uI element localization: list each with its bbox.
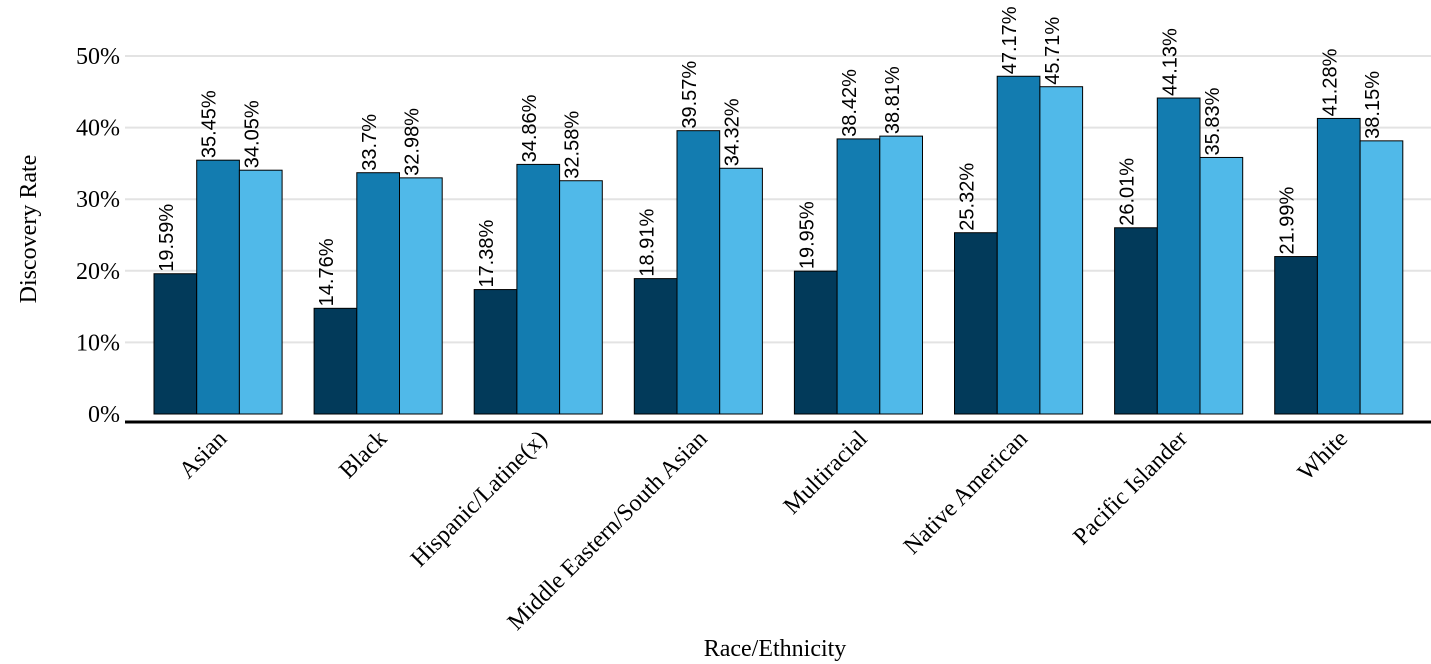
y-tick-label: 50%	[76, 44, 120, 70]
data-label: 39.57%	[679, 61, 701, 129]
category-labels: Asian Black Hispanic/Latine(x)Middle Easte…	[174, 426, 1353, 636]
category-label: Asian	[174, 426, 232, 484]
data-labels: 19.59% 35.45% 34.05% 14.76% 33.7% 32.98% 17.38…	[156, 6, 1384, 306]
bar	[633, 278, 678, 415]
data-label: 21.99%	[1277, 187, 1299, 255]
bar	[793, 270, 838, 415]
data-label: 38.81%	[882, 66, 904, 134]
category-label: White	[1293, 426, 1353, 486]
bar	[1316, 117, 1361, 415]
data-label: 34.86%	[519, 94, 541, 162]
data-label: 38.15%	[1362, 71, 1384, 139]
bar	[719, 167, 763, 415]
bars	[153, 75, 1404, 415]
y-axis-ticks: 0% 10% 20% 30% 40% 50%	[76, 44, 120, 428]
data-label: 32.58%	[562, 111, 584, 179]
data-label: 17.38%	[476, 220, 498, 288]
data-label: 18.91%	[636, 209, 658, 277]
category-label: Hispanic/Latine(x)	[406, 426, 553, 573]
data-label: 35.83%	[1202, 87, 1224, 155]
data-label: 26.01%	[1117, 158, 1139, 226]
category-label: Multiracial	[779, 426, 873, 520]
category-label: Native American	[899, 426, 1033, 560]
category-label: Black	[334, 426, 392, 484]
bar	[1274, 256, 1318, 415]
data-label: 19.59%	[156, 204, 178, 272]
data-label: 45.71%	[1042, 17, 1064, 85]
bar	[238, 169, 283, 415]
bar	[473, 289, 518, 415]
x-axis-title: Race/Ethnicity	[704, 636, 847, 662]
bar	[1199, 156, 1244, 415]
data-label: 44.13%	[1159, 28, 1181, 96]
bar	[399, 177, 443, 415]
data-label: 19.95%	[796, 201, 818, 269]
bar	[676, 130, 721, 415]
category-label: Pacific Islander	[1068, 426, 1192, 550]
y-tick-label: 30%	[76, 187, 120, 213]
data-label: 34.05%	[241, 100, 263, 168]
bar	[153, 273, 198, 415]
data-label: 41.28%	[1319, 48, 1341, 116]
bar	[1359, 140, 1404, 415]
bar	[954, 232, 998, 415]
bar	[1114, 227, 1158, 415]
bar	[836, 138, 881, 415]
y-tick-label: 40%	[76, 116, 120, 142]
data-label: 14.76%	[316, 238, 338, 306]
bar	[1156, 97, 1201, 415]
data-label: 33.7%	[359, 114, 381, 171]
y-axis-title: Discovery Rate	[16, 155, 42, 304]
bar	[1039, 86, 1084, 415]
bar	[996, 75, 1041, 415]
data-label: 32.98%	[402, 108, 424, 176]
data-label: 38.42%	[839, 69, 861, 137]
data-label: 25.32%	[957, 163, 979, 231]
bar	[879, 135, 923, 415]
data-label: 35.45%	[199, 90, 221, 158]
bar	[313, 307, 358, 415]
bar	[196, 159, 240, 415]
bar	[559, 180, 603, 415]
y-tick-label: 20%	[76, 259, 120, 285]
y-tick-label: 0%	[88, 402, 120, 428]
bar	[516, 163, 561, 415]
data-label: 34.32%	[722, 98, 744, 166]
bar	[356, 172, 400, 415]
data-label: 47.17%	[999, 6, 1021, 74]
y-tick-label: 10%	[76, 330, 120, 356]
